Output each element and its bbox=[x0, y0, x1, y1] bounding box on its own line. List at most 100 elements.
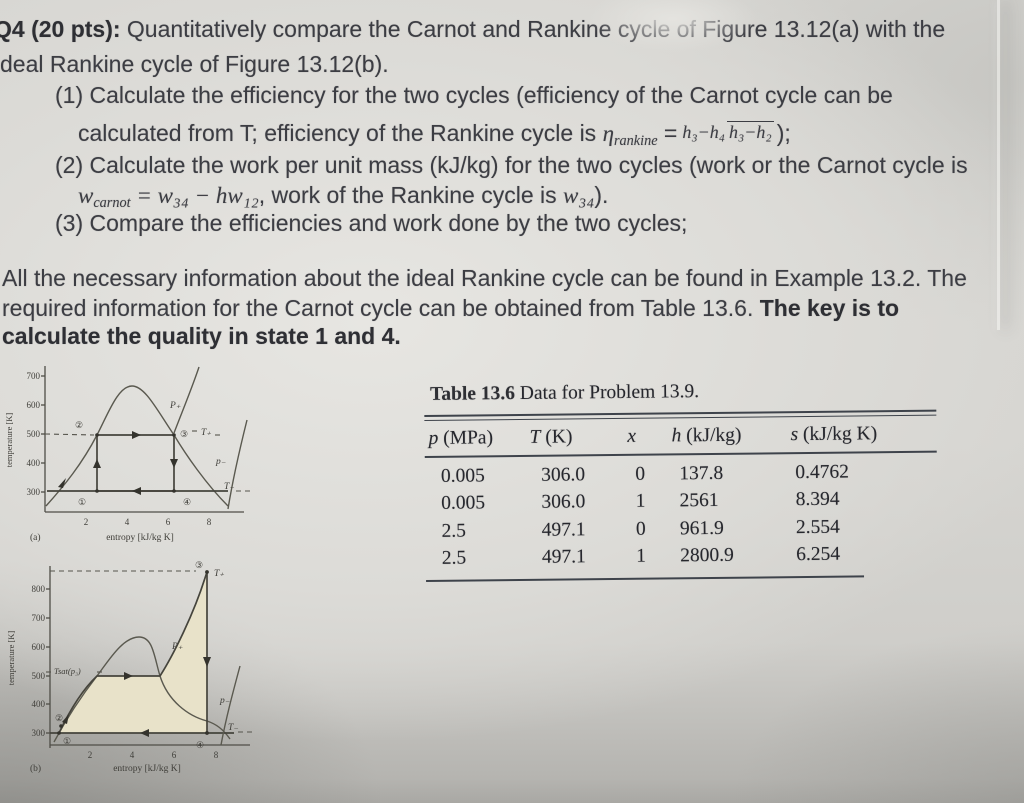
state-2-dot bbox=[95, 433, 99, 437]
table-cell: 2.5 bbox=[441, 520, 467, 542]
table-cell: 497.1 bbox=[541, 546, 586, 568]
table-cell: 2.5 bbox=[441, 547, 467, 569]
t-plus-label: T₊ bbox=[214, 569, 224, 579]
state-4-label: ④ bbox=[183, 497, 191, 507]
problem-number: Q4 (20 pts): bbox=[0, 16, 121, 42]
p-plus-label: P₊ bbox=[171, 642, 183, 652]
superheat-isobar-curve bbox=[159, 571, 208, 677]
table-header-row: p (MPa) T (K) x h (kJ/kg) s (kJ/kg K) bbox=[424, 422, 944, 449]
subfigure-a-tag: (a) bbox=[30, 532, 41, 543]
y-tick-700: 700 bbox=[32, 613, 46, 623]
state-4-dot bbox=[205, 731, 209, 735]
table-rule-top bbox=[424, 409, 937, 421]
y-tick-300: 300 bbox=[27, 487, 41, 497]
table-cell: 497.1 bbox=[541, 518, 586, 541]
state-3-label: ③ bbox=[180, 429, 188, 439]
camera-glare bbox=[588, 0, 758, 52]
table-title: Table 13.6 Data for Problem 13.9. bbox=[429, 381, 700, 405]
y-axis-label: temperature [K] bbox=[6, 631, 16, 686]
carnot-cycle-rectangle bbox=[96, 434, 175, 492]
y-tick-600: 600 bbox=[32, 642, 46, 652]
process-arrow-3-4 bbox=[170, 459, 178, 468]
x-axis-label: entropy [kJ/kg K] bbox=[106, 533, 174, 543]
process-arrow-3-4 bbox=[203, 657, 211, 667]
state-4-dot bbox=[172, 489, 176, 493]
table-cell: 0.005 bbox=[440, 464, 485, 487]
item-1-line-2: calculated from T; efficiency of the Ran… bbox=[78, 120, 791, 149]
figure-13-12a: 700 600 500 400 300 2 4 6 8 ② ① ③ ④ P₊ T… bbox=[4, 366, 251, 543]
y-tick-500: 500 bbox=[32, 671, 46, 681]
table-cell: 0 bbox=[635, 463, 646, 485]
x-tick-4: 4 bbox=[130, 750, 135, 760]
table-cell: 6.254 bbox=[796, 543, 841, 566]
figure-13-12b: 800 700 600 500 400 300 2 4 6 8 ③ T₊ ② ①… bbox=[6, 560, 253, 774]
rankine-cycle-area bbox=[59, 572, 207, 733]
pump-arrow-1-2 bbox=[62, 714, 69, 724]
note-line-2: required information for the Carnot cycl… bbox=[2, 295, 900, 321]
p-minus-label: p₋ bbox=[215, 457, 226, 467]
table-cell: 2800.9 bbox=[680, 544, 734, 567]
t-minus-label: T₋ bbox=[224, 482, 234, 492]
table-cell: 306.0 bbox=[541, 491, 586, 513]
item-1-line-1: (1) Calculate the efficiency for the two… bbox=[55, 82, 893, 108]
x-tick-2: 2 bbox=[84, 517, 89, 527]
process-arrow-4-1 bbox=[140, 729, 149, 737]
eta-symbol: η bbox=[602, 121, 614, 146]
table-row: 2.5 497.1 1 2800.9 6.254 bbox=[426, 543, 946, 576]
paper-crease bbox=[997, 0, 1000, 330]
problem-line-1: Q4 (20 pts): Quantitatively compare the … bbox=[0, 12, 945, 46]
state-3-label: ③ bbox=[195, 560, 203, 570]
table-cell: 2.554 bbox=[795, 516, 840, 538]
state-4-label: ④ bbox=[196, 740, 204, 750]
liquid-line-arrow bbox=[58, 478, 66, 488]
process-arrow-2-3 bbox=[132, 431, 141, 439]
y-tick-300: 300 bbox=[32, 728, 46, 738]
x-tick-2: 2 bbox=[88, 750, 93, 760]
header-entropy: s (kJ/kg K) bbox=[790, 422, 878, 445]
state-1-dot bbox=[57, 731, 61, 735]
x-tick-4: 4 bbox=[125, 517, 130, 527]
table-cell: 0 bbox=[635, 518, 646, 540]
isobar-p-minus-curve bbox=[220, 665, 241, 746]
process-arrow-4-1 bbox=[132, 487, 141, 495]
rankine-efficiency-fraction: h₃−h₄ h₃−h₂ bbox=[682, 120, 774, 142]
t-minus-label: T₋ bbox=[228, 723, 238, 733]
item-2-line-1: (2) Calculate the work per unit mass (kJ… bbox=[55, 152, 968, 178]
table-cell: 961.9 bbox=[679, 517, 724, 539]
state-2-dot bbox=[59, 724, 63, 728]
note-line-1: All the necessary information about the … bbox=[2, 265, 967, 291]
state-1-label: ① bbox=[63, 736, 71, 746]
x-tick-6: 6 bbox=[172, 750, 177, 760]
table-cell: 1 bbox=[635, 490, 646, 512]
y-tick-600: 600 bbox=[27, 400, 41, 410]
process-arrow-1-2 bbox=[93, 459, 101, 468]
y-tick-400: 400 bbox=[32, 699, 46, 709]
y-tick-700: 700 bbox=[27, 371, 41, 381]
y-tick-marks bbox=[46, 588, 50, 734]
header-quality: x bbox=[627, 425, 637, 447]
t-plus-label: T₊ bbox=[201, 428, 211, 438]
y-tick-800: 800 bbox=[32, 584, 46, 594]
y-tick-400: 400 bbox=[27, 458, 41, 468]
table-cell: 137.8 bbox=[679, 462, 724, 484]
header-temperature: T (K) bbox=[529, 426, 573, 448]
saturation-dome-curve bbox=[45, 385, 229, 507]
process-arrow-2-3 bbox=[124, 672, 133, 680]
isobar-p-plus-curve bbox=[173, 366, 200, 434]
subfigure-b-tag: (b) bbox=[30, 763, 41, 774]
state-1-dot bbox=[95, 489, 99, 493]
saturation-dome-curve bbox=[53, 636, 231, 743]
y-tick-500: 500 bbox=[27, 429, 41, 439]
table-cell: 0.005 bbox=[441, 492, 486, 514]
state-2-label: ② bbox=[75, 420, 83, 430]
header-pressure: p (MPa) bbox=[428, 426, 494, 449]
state-1-label: ① bbox=[78, 497, 86, 507]
item-3-line-1: (3) Compare the efficiencies and work do… bbox=[55, 210, 688, 236]
table-13-6: Table 13.6 Data for Problem 13.9. p (MPa… bbox=[424, 378, 974, 582]
y-tick-marks bbox=[41, 375, 45, 493]
p-minus-label: p₋ bbox=[219, 696, 230, 706]
state-3-dot bbox=[205, 570, 209, 574]
header-enthalpy: h (kJ/kg) bbox=[671, 424, 742, 447]
problem-line-2: deal Rankine cycle of Figure 13.12(b). bbox=[0, 51, 389, 77]
table-rule-header bbox=[424, 450, 937, 458]
